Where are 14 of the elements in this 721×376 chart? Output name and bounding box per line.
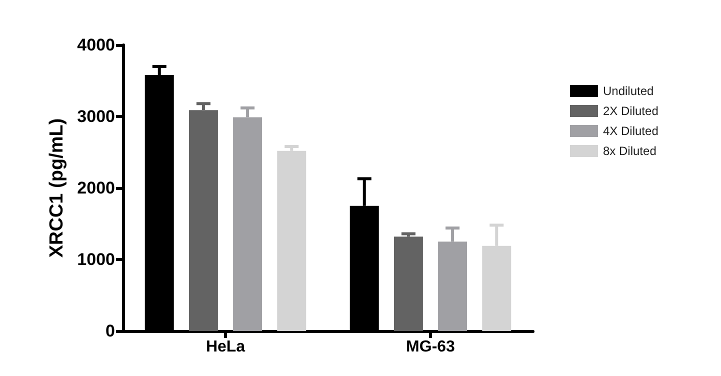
legend-label: 8x Diluted: [603, 144, 656, 158]
y-tick-label: 2000: [77, 178, 115, 198]
y-tick-label: 4000: [77, 36, 115, 54]
y-axis-title: XRCC1 (pg/mL): [46, 118, 68, 258]
legend-label: 2X Diluted: [603, 104, 658, 118]
legend-label: Undiluted: [603, 84, 654, 98]
x-tick-label: HeLa: [206, 338, 246, 356]
legend-label: 4X Diluted: [603, 124, 658, 138]
y-tick-label: 1000: [77, 250, 115, 269]
bar: [277, 150, 306, 331]
y-tick-label: 3000: [77, 107, 115, 126]
bar: [394, 236, 423, 331]
y-tick-label: 0: [106, 322, 115, 340]
x-tick-label: MG-63: [406, 338, 456, 356]
